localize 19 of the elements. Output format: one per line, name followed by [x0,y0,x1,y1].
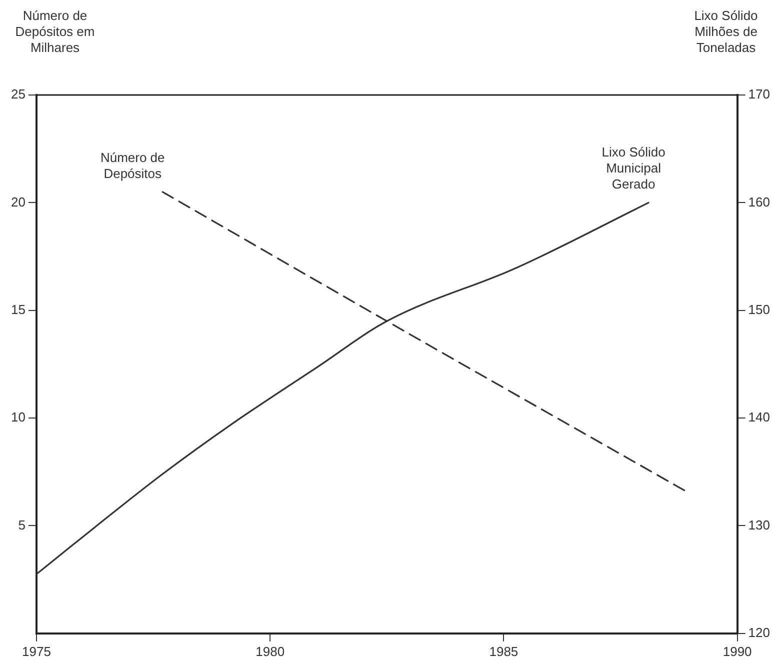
y2-tick-label: 150 [748,302,770,317]
x-tick-label: 1985 [489,644,518,659]
x-tick-label: 1980 [256,644,285,659]
y2-tick-label: 140 [748,410,770,425]
x-tick-label: 1975 [22,644,51,659]
y2-tick-label: 170 [748,86,770,102]
x-tick-label: 1990 [722,644,752,659]
y2-tick-label: 160 [748,194,770,210]
series-label: Número de Depósitos [100,150,165,181]
y-tick-label: 25 [10,86,26,102]
y-tick-label: 5 [18,517,26,532]
y2-axis-title: Lixo Sólido Milhões de Toneladas [693,8,759,56]
series-label: Lixo Sólido Municipal Gerado [602,144,666,192]
y-axis-title: Número de Depósitos em Milhares [14,8,96,56]
y-tick-label: 10 [10,410,26,425]
y-tick-label: 15 [10,302,26,317]
y-tick-label: 20 [10,194,26,210]
y2-tick-label: 120 [748,624,770,640]
y2-tick-label: 130 [748,517,770,532]
